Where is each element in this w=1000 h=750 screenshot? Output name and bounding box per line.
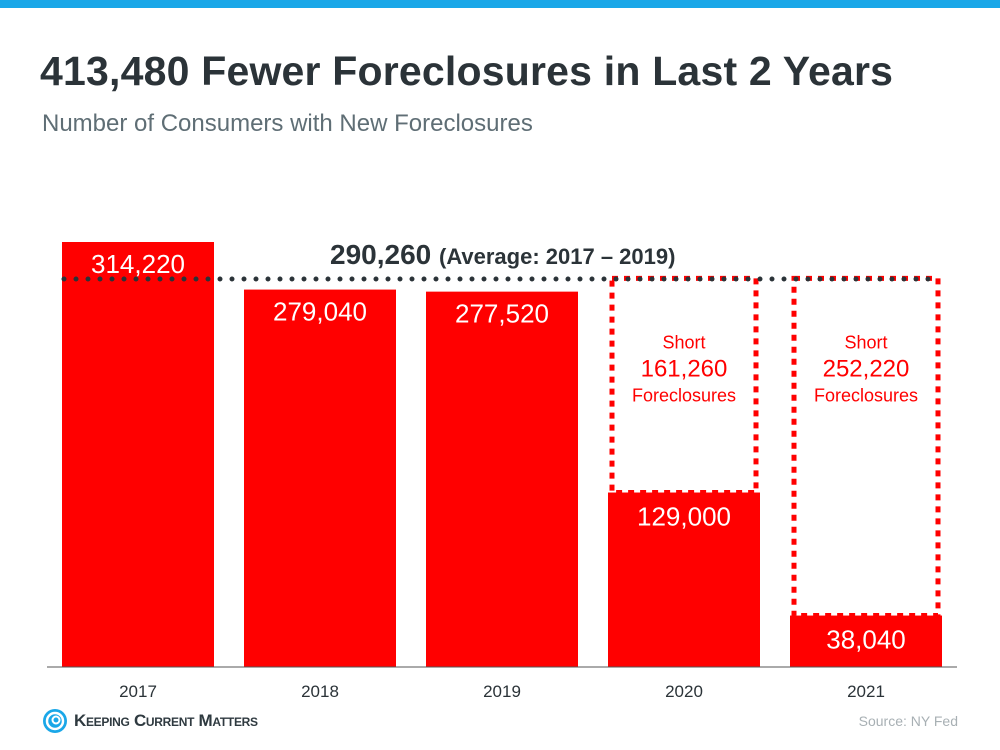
bar-value-label: 314,220	[91, 249, 185, 279]
bar-value-label: 129,000	[637, 502, 731, 532]
bar-2019	[426, 291, 578, 667]
bar-2017	[62, 242, 214, 667]
source-note: Source: NY Fed	[858, 713, 958, 729]
top-accent-bar	[0, 0, 1000, 8]
bar-2020	[608, 492, 760, 667]
average-description: (Average: 2017 – 2019)	[439, 244, 675, 269]
x-tick-label: 2017	[119, 682, 157, 701]
bar-value-label: 38,040	[826, 625, 906, 655]
average-value: 290,260	[330, 239, 439, 270]
shortfall-label-bottom: Foreclosures	[632, 385, 736, 405]
logo: Keeping Current Matters	[42, 708, 258, 734]
shortfall-label-top: Short	[662, 332, 705, 352]
shortfall-value: 161,260	[641, 355, 728, 382]
bar-2018	[244, 289, 396, 667]
x-tick-label: 2019	[483, 682, 521, 701]
shortfall-label-bottom: Foreclosures	[814, 385, 918, 405]
bar-value-label: 279,040	[273, 297, 367, 327]
shortfall-value: 252,220	[823, 355, 910, 382]
shortfall-box-2020	[609, 275, 759, 496]
swirl-logo-icon	[43, 709, 67, 733]
average-label: 290,260 (Average: 2017 – 2019)	[330, 239, 675, 270]
x-tick-label: 2018	[301, 682, 339, 701]
chart-title: 413,480 Fewer Foreclosures in Last 2 Yea…	[40, 48, 894, 94]
x-tick-label: 2020	[665, 682, 703, 701]
shortfall-box-2021	[791, 275, 941, 619]
bar-value-label: 277,520	[455, 299, 549, 329]
logo-text: Keeping Current Matters	[74, 711, 258, 730]
x-tick-label: 2021	[847, 682, 885, 701]
shortfall-label-top: Short	[844, 332, 887, 352]
bar-2021	[790, 615, 942, 667]
chart-subtitle: Number of Consumers with New Foreclosure…	[42, 110, 533, 137]
